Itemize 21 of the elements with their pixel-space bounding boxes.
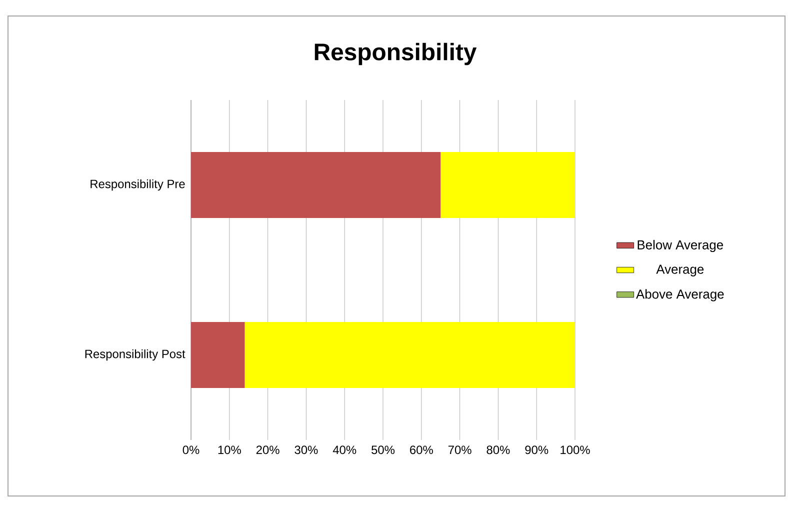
x-tick-label: 0%: [182, 446, 200, 454]
x-tick-label: 20%: [256, 446, 280, 454]
x-tick-label: 90%: [525, 446, 548, 454]
y-tick-label: Responsibility Pre: [90, 179, 185, 191]
legend-label: Above Average: [636, 289, 724, 302]
chart-title: Responsibility: [314, 42, 477, 66]
x-tick-label: 80%: [486, 446, 510, 454]
legend-label: Below Average: [638, 240, 724, 252]
x-tick-label: 100%: [560, 446, 590, 454]
bar: [191, 322, 245, 388]
x-tick-label: 50%: [372, 446, 395, 454]
x-tick-label: 60%: [410, 446, 433, 454]
legend-label: Average: [656, 264, 704, 276]
bar: [244, 322, 576, 388]
x-tick-label: 40%: [332, 446, 356, 454]
bar: [440, 152, 576, 218]
x-tick-label: 30%: [294, 446, 318, 454]
bar: [191, 152, 441, 218]
y-tick-label: Responsibility Post: [85, 349, 186, 361]
x-tick-label: 70%: [448, 446, 472, 454]
x-tick-label: 10%: [218, 446, 241, 454]
